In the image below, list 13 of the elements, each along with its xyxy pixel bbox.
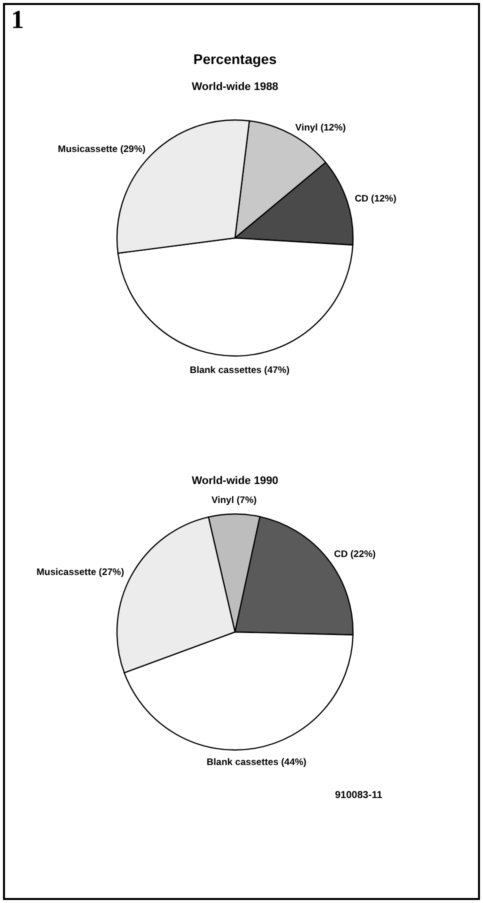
- chart-title: Percentages: [193, 51, 277, 67]
- slice-label: Blank cassettes (47%): [190, 364, 290, 376]
- slice-label: Musicassette (27%): [36, 567, 124, 578]
- slice-label: Vinyl (12%): [295, 122, 346, 134]
- chart-subtitle: World-wide 1988: [192, 81, 278, 93]
- text: 910083-11: [335, 790, 382, 801]
- slice-label: Blank cassettes (44%): [206, 757, 306, 768]
- slice-label: Vinyl (7%): [211, 495, 257, 506]
- text: 1: [11, 5, 24, 35]
- slice-label: CD (22%): [334, 549, 376, 560]
- slice-label: CD (12%): [354, 194, 396, 205]
- chart-title: World-wide 1990: [192, 475, 278, 487]
- slice-label: Musicassette (29%): [58, 144, 146, 156]
